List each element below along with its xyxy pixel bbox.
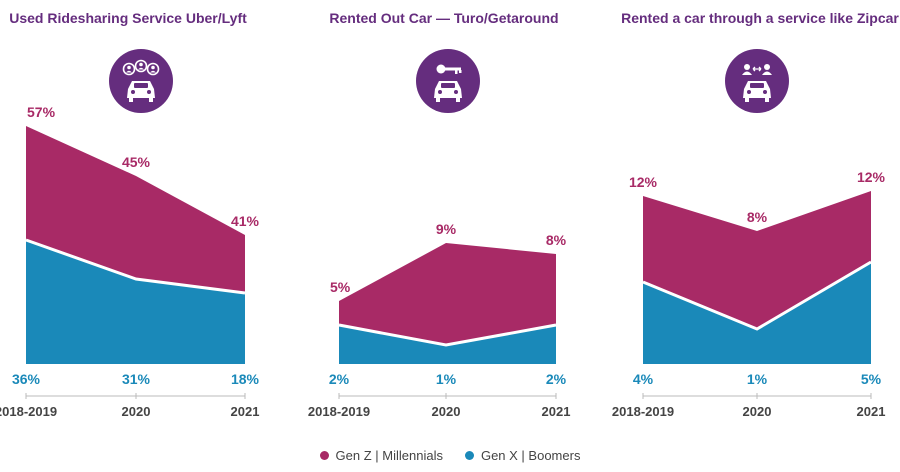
car-headlight-left [438,90,442,94]
series-separator-line [25,238,246,295]
genx-value-label: 1% [436,371,457,387]
x-tick-label: 2021 [542,404,571,419]
genx-value-label: 1% [747,371,768,387]
chart-title: Rented a car through a service like Zipc… [621,10,899,26]
person-ring [134,59,148,73]
x-tick-label: 2020 [743,404,772,419]
car-window [134,83,148,88]
genx-value-label: 31% [122,371,151,387]
person-body [150,70,156,73]
legend-item-genz: Gen Z | Millennials [319,448,443,463]
key-bow [436,64,446,74]
person-body [138,67,144,70]
chart-title: Rented Out Car — Turo/Getaround [329,10,558,26]
car-headlight-right [763,90,767,94]
x-tick-label: 2021 [231,404,260,419]
car-wheel-left [436,98,440,102]
legend-swatch-genx [464,451,474,460]
car-headlight-right [454,90,458,94]
legend-item-genx: Gen X | Boomers [464,448,581,463]
x-tick-label: 2018-2019 [612,404,674,419]
car-headlight-left [747,90,751,94]
genx-value-label: 2% [546,371,567,387]
key-tooth-2 [459,70,462,73]
car-sharing-people-icon [725,49,789,113]
genx-area [339,325,556,364]
car-key-icon [416,49,480,113]
legend: Gen Z | Millennials Gen X | Boomers [0,448,900,463]
car-headlight-left [131,90,135,94]
x-tick-label: 2018-2019 [308,404,370,419]
exchange-arrows [752,66,762,72]
key-tooth-1 [455,70,458,74]
rideshare-people-car-icon [109,49,173,113]
genz-value-label: 12% [629,174,658,190]
person-head [151,65,155,70]
chart-title: Used Ridesharing Service Uber/Lyft [9,10,247,26]
legend-swatch-genz [319,451,329,460]
genx-area [643,262,871,364]
person-head [764,64,770,70]
genz-value-label: 45% [122,154,151,170]
genx-value-label: 4% [633,371,654,387]
genx-value-label: 5% [861,371,882,387]
car-wheel-left [745,98,749,102]
person-ring [146,62,160,76]
person-body [762,71,772,75]
x-tick-label: 2018-2019 [0,404,57,419]
series-separator-line [338,323,557,347]
x-tick-label: 2021 [857,404,886,419]
key-shaft [445,67,461,71]
x-tick-label: 2020 [122,404,151,419]
car-wheel-right [149,98,153,102]
person-head [744,64,750,70]
car-wheel-right [456,98,460,102]
car-headlight-right [147,90,151,94]
genx-value-label: 18% [231,371,260,387]
person-ring [122,62,136,76]
genz-value-label: 12% [857,169,886,185]
car-wheel-right [765,98,769,102]
car-wheel-left [129,98,133,102]
x-tick-label: 2020 [432,404,461,419]
genz-value-label: 57% [27,104,56,120]
genx-value-label: 36% [12,371,41,387]
person-head [127,65,131,70]
genz-value-label: 41% [231,213,260,229]
person-body [742,71,752,75]
genz-value-label: 8% [546,232,567,248]
car-window [441,83,455,88]
legend-label-genx: Gen X | Boomers [480,448,581,463]
genz-value-label: 5% [330,279,351,295]
person-head [139,62,143,67]
person-body [126,70,132,73]
series-separator-line [642,260,872,331]
genx-area [26,240,245,364]
legend-label-genz: Gen Z | Millennials [335,448,443,463]
genz-value-label: 9% [436,221,457,237]
genx-value-label: 2% [329,371,350,387]
genz-value-label: 8% [747,209,768,225]
car-window [750,83,764,88]
